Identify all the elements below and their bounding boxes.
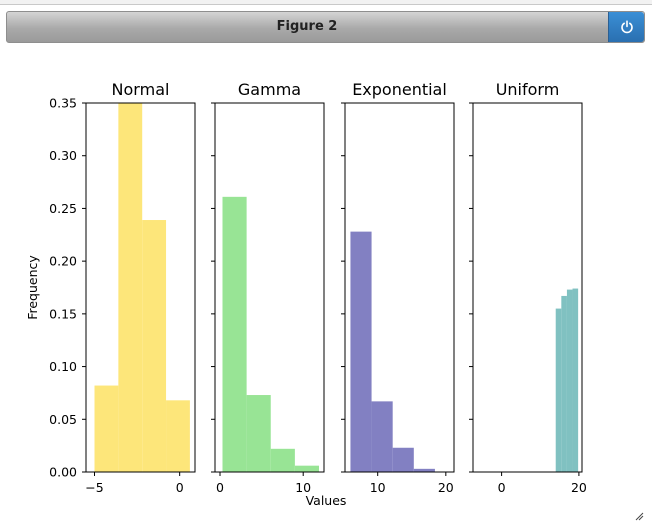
x-tick-label: 10 (370, 480, 386, 495)
histogram-bar (555, 308, 562, 472)
resize-grip-icon[interactable] (634, 511, 644, 521)
histogram-bar (371, 401, 393, 472)
y-tick-label: 0.00 (49, 465, 77, 480)
x-tick-label: 20 (571, 480, 587, 495)
histogram-bar (561, 295, 567, 472)
histogram-bar (413, 468, 435, 472)
power-button[interactable] (608, 12, 644, 42)
x-tick-label: 0 (176, 480, 184, 495)
axes-frame (472, 102, 583, 473)
window-top-edge (0, 0, 652, 5)
panel-title: Exponential (352, 80, 447, 99)
panel-title: Uniform (496, 80, 560, 99)
y-tick-label: 0.20 (49, 254, 77, 269)
panel-title: Normal (112, 80, 170, 99)
axes-frame (344, 102, 455, 473)
histogram-bar (572, 288, 579, 472)
y-tick-label: 0.15 (49, 306, 77, 321)
histogram-bar (294, 465, 320, 472)
x-axis-label: Values (306, 493, 347, 508)
x-tick-label: 0 (216, 480, 224, 495)
histogram-figure: Normal 0.00 0.05 0.10 0.15 0.20 0.25 0.30 0.35 −5… (25, 80, 587, 508)
power-icon (620, 20, 633, 34)
y-tick-label: 0.30 (49, 148, 77, 163)
histogram-bar (566, 289, 573, 472)
y-tick-label: 0.35 (49, 96, 77, 111)
y-tick-label: 0.05 (49, 412, 77, 427)
histogram-bar (246, 395, 271, 472)
histogram-bar (118, 103, 143, 472)
x-tick-label: 10 (295, 480, 311, 495)
x-tick-label: 0 (498, 480, 506, 495)
y-tick-label: 0.25 (49, 201, 77, 216)
figure-titlebar: Figure 2 (6, 11, 645, 43)
axes-frame (214, 102, 325, 473)
axes-frame (85, 102, 196, 473)
histogram-bar (142, 220, 167, 472)
x-tick-label: −5 (85, 480, 103, 495)
histogram-bar (166, 400, 190, 472)
y-tick-label: 0.10 (49, 359, 77, 374)
histogram-bar (350, 231, 372, 472)
panel-title: Gamma (238, 80, 301, 99)
histogram-bar (392, 447, 414, 472)
y-axis-label: Frequency (25, 255, 40, 320)
x-tick-label: 20 (438, 480, 454, 495)
figure-title: Figure 2 (276, 19, 338, 34)
histogram-bar (94, 385, 119, 472)
histogram-bar (222, 196, 247, 472)
histogram-bar (270, 448, 295, 472)
